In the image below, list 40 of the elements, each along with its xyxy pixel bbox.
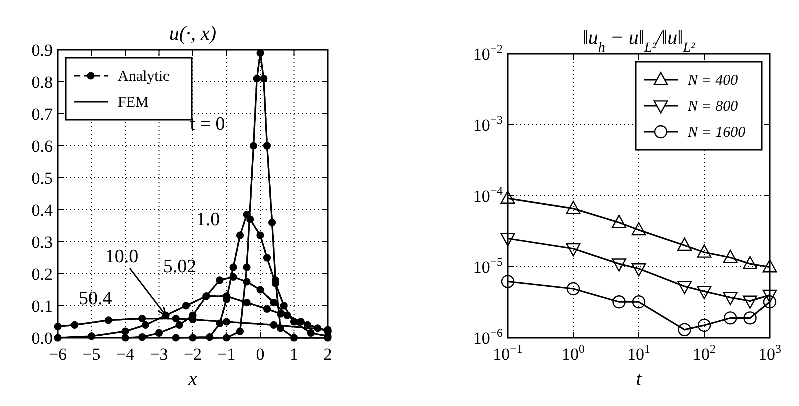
x-tick-label: 10$^{3}$ [758,342,782,364]
x-tick-label: −5 [82,345,101,364]
x-tick-label: −2 [184,345,202,364]
x-axis-title: t [636,369,642,390]
x-tick-label: 10$^{0}$ [562,342,586,364]
legend-label: N = 800 [687,99,739,115]
legend-label: N = 400 [687,73,739,89]
y-tick-label: 0.2 [32,265,53,284]
x-tick-label: −6 [48,345,68,364]
legend-label: Analytic [118,69,170,85]
x-tick-label: 10$^{1}$ [628,342,651,364]
x-tick-label: 0 [256,345,265,364]
x-tick-label: −1 [218,345,236,364]
legend-label: FEM [118,95,149,111]
annotation: 5.02 [163,256,197,278]
x-tick-label: −3 [150,345,168,364]
x-tick-label: 1 [290,345,298,364]
annotation: 10.0 [105,246,139,268]
y-tick-label: 10$^{−4}$ [473,184,504,206]
y-tick-label: 0.6 [32,137,53,156]
x-tick-label: −4 [116,345,136,364]
y-tick-label: 0.7 [32,105,54,124]
x-tick-label: 2 [324,345,332,364]
y-tick-label: 0.8 [32,73,53,92]
chart-title: ‖u$_{h}$ − u‖$_{L²}$/‖u‖$_{L²}$ [582,27,696,56]
y-tick-label: 0.9 [32,41,53,60]
y-tick-label: 0.0 [32,329,53,348]
legend-label: N = 1600 [687,125,746,141]
chart-title: u(·, x) [169,23,217,45]
y-tick-label: 0.1 [32,297,53,316]
y-tick-label: 10$^{−2}$ [473,42,504,64]
annotation: 50.4 [79,288,113,310]
y-tick-label: 10$^{−3}$ [473,113,504,135]
annotation: 1.0 [196,210,220,231]
y-tick-label: 0.3 [32,233,53,252]
y-tick-label: 0.5 [32,169,53,188]
x-axis-title: x [188,369,198,390]
x-tick-label: 10$^{2}$ [693,342,716,364]
y-tick-label: 0.4 [32,201,54,220]
y-tick-label: 10$^{−5}$ [473,255,504,277]
